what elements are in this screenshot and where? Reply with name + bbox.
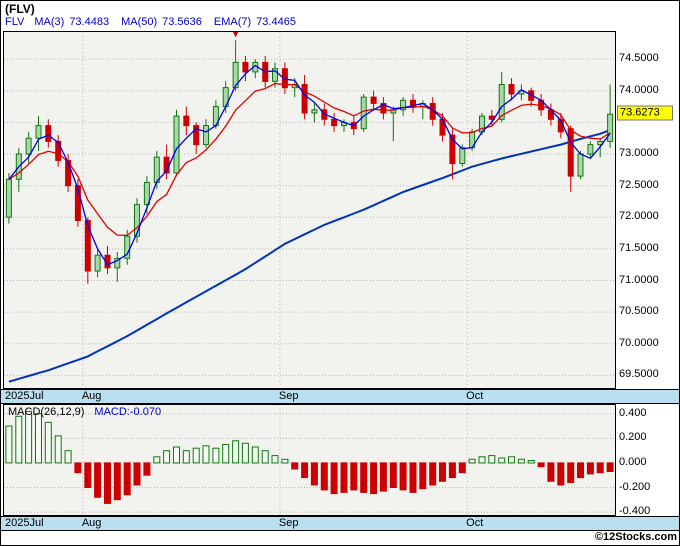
- legend-items: MA(3) 73.4483 MA(50) 73.5636 EMA(7) 73.4465: [34, 16, 308, 28]
- price-tick-label: 74.5000: [619, 52, 659, 65]
- macd-svg: [4, 405, 615, 515]
- legend-item-label: MA(3): [34, 16, 65, 28]
- price-tick-label: 72.5000: [619, 178, 659, 191]
- date-band: 2025Jul Aug Sep Oct: [1, 516, 679, 531]
- signal-marker: [233, 32, 239, 38]
- macd-labels: MACD(26,12,9) MACD:-0.070: [8, 406, 161, 418]
- price-axis: 73.6273 74.5000 74.0000 73.0000 72.5000 72.0…: [617, 31, 679, 389]
- legend-item-label: EMA(7): [213, 16, 252, 28]
- price-tick-label: 73.0000: [619, 147, 659, 160]
- price-tick-label: 71.5000: [619, 241, 659, 254]
- legend-row: FLV MA(3) 73.4483 MA(50) 73.5636 EMA(7) 73.446…: [5, 16, 308, 28]
- month-label: Oct: [466, 390, 484, 402]
- watermark-link[interactable]: ©12Stocks.com: [594, 531, 677, 543]
- price-tick-label: 74.0000: [619, 83, 659, 96]
- legend-symbol: FLV: [5, 16, 25, 28]
- month-label: Aug: [81, 390, 102, 402]
- last-price-tag: 73.6273: [617, 105, 673, 121]
- legend-item-value: 73.4483: [69, 16, 110, 28]
- price-svg: [4, 32, 615, 388]
- legend-item-label: MA(50): [121, 16, 158, 28]
- price-tick-label: 72.0000: [619, 210, 659, 223]
- macd-tick-label: -0.200: [619, 480, 651, 493]
- macd-axis: 0.400 0.200 0.000 -0.200 -0.400: [617, 404, 679, 518]
- price-tick-label: 71.0000: [619, 273, 659, 286]
- month-label: Oct: [466, 517, 484, 529]
- price-chart-panel: [3, 31, 616, 389]
- month-label: Aug: [81, 517, 102, 529]
- page-title: (FLV): [5, 2, 35, 16]
- month-label: Sep: [278, 517, 299, 529]
- month-label: Sep: [278, 390, 299, 402]
- legend-item-value: 73.4465: [256, 16, 296, 28]
- price-tick-label: 70.5000: [619, 305, 659, 318]
- legend-item-value: 73.5636: [162, 16, 202, 28]
- price-tick-label: 70.0000: [619, 336, 659, 349]
- macd-tick-label: 0.400: [619, 406, 647, 419]
- month-label: 2025Jul: [5, 517, 44, 529]
- macd-params-label: MACD(26,12,9): [8, 406, 85, 418]
- macd-value-label: MACD:-0.070: [94, 406, 162, 418]
- price-tick-label: 69.5000: [619, 368, 659, 381]
- macd-tick-label: 0.000: [619, 455, 647, 468]
- footer: ©12Stocks.com: [1, 531, 677, 545]
- date-band: 2025Jul Aug Sep Oct: [1, 389, 679, 404]
- macd-tick-label: 0.200: [619, 431, 647, 444]
- macd-tick-label: -0.400: [619, 505, 651, 518]
- macd-panel: MACD(26,12,9) MACD:-0.070: [3, 404, 616, 516]
- month-label: 2025Jul: [5, 390, 44, 402]
